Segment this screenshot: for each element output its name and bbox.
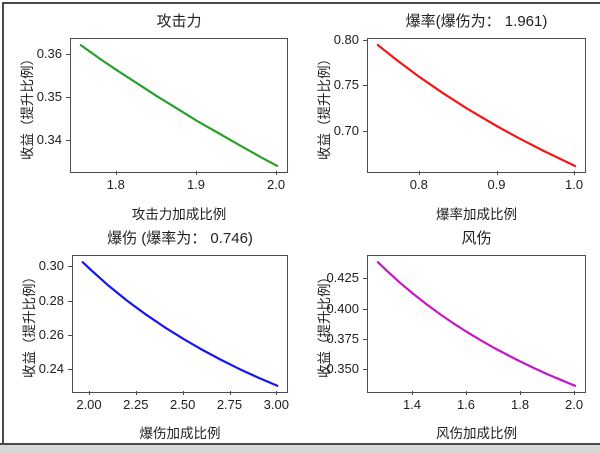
y-tick-mark <box>363 131 367 133</box>
x-tick-mark <box>89 391 90 395</box>
y-tick-label: 0.400 <box>326 300 359 316</box>
y-tick-label: 0.70 <box>333 123 359 139</box>
x-tick-label: 1.0 <box>565 177 584 192</box>
x-tick-mark <box>276 171 278 175</box>
y-tick-mark <box>66 53 70 55</box>
x-tick-label: 2.75 <box>216 397 243 412</box>
y-tick-mark <box>68 266 72 268</box>
x-tick-label: 2.25 <box>123 397 149 412</box>
x-axis-label: 爆伤加成比例 <box>139 426 221 441</box>
y-tick-label: 0.80 <box>333 31 359 47</box>
x-axis-label: 风伤加成比例 <box>436 426 517 441</box>
x-tick-mark <box>135 391 137 395</box>
y-tick-label: 0.24 <box>38 361 64 377</box>
plot-title: 爆伤 (爆率为： 0.746) <box>107 230 253 247</box>
window-chrome-strip <box>0 445 600 453</box>
x-tick-label: 2.0 <box>565 397 584 412</box>
x-tick-label: 2.50 <box>170 397 196 412</box>
x-tick-mark <box>229 391 231 395</box>
y-tick-mark <box>363 369 367 371</box>
y-tick-label: 0.30 <box>38 258 64 274</box>
x-tick-label: 0.9 <box>487 177 506 192</box>
x-tick-mark <box>412 391 413 395</box>
x-tick-label: 0.8 <box>409 177 428 192</box>
x-tick-label: 2.0 <box>267 177 286 192</box>
x-tick-label: 1.8 <box>106 177 125 192</box>
subplot-attack-power: 攻击力 收益（提升比例） 攻击力加成比例 1.8 1.9 2.0 0.34 0.35 0.… <box>20 13 288 222</box>
y-tick-label: 0.35 <box>36 88 62 104</box>
plot-title: 爆率(爆伤为： 1.961) <box>405 13 548 30</box>
subplot-crit-rate: 爆率(爆伤为： 1.961) 收益（提升比例） 爆率加成比例 0.8 0.9 1.0… <box>317 13 586 222</box>
subplot-wind-damage: 风伤 收益（提升比例） 风伤加成比例 1.4 1.6 1.8 2.0 0.350 0.37… <box>317 230 586 441</box>
x-tick-mark <box>276 391 278 395</box>
x-tick-label: 1.8 <box>511 397 530 412</box>
y-tick-label: 0.36 <box>36 45 62 61</box>
x-tick-mark <box>574 391 576 395</box>
x-tick-mark <box>115 171 117 175</box>
window-border-top <box>2 2 600 4</box>
x-tick-mark <box>496 171 498 175</box>
y-tick-mark <box>68 369 72 371</box>
line-series <box>81 261 279 387</box>
x-tick-mark <box>182 391 184 395</box>
line-series <box>376 43 577 168</box>
x-tick-mark <box>520 391 522 395</box>
axes-frame <box>70 38 288 173</box>
y-tick-mark <box>66 140 70 142</box>
x-tick-mark <box>196 171 197 175</box>
window-border-bottom <box>0 443 600 445</box>
x-axis-label: 攻击力加成比例 <box>131 207 227 222</box>
y-tick-mark <box>68 300 72 302</box>
axes-frame <box>367 255 586 393</box>
x-tick-mark <box>466 391 467 395</box>
plot-title: 风伤 <box>461 230 492 247</box>
y-tick-mark <box>363 278 367 280</box>
y-tick-label: 0.425 <box>326 270 359 286</box>
y-tick-mark <box>68 335 72 336</box>
axes-frame <box>72 255 288 393</box>
x-tick-label: 1.6 <box>456 397 476 412</box>
y-tick-mark <box>66 96 70 98</box>
x-tick-label: 1.9 <box>186 177 206 192</box>
y-axis-label: 收益（提升比例） <box>317 51 332 160</box>
y-tick-label: 0.34 <box>36 132 62 148</box>
line-series <box>376 261 577 387</box>
y-tick-label: 0.28 <box>38 292 64 308</box>
y-tick-label: 0.350 <box>326 361 359 377</box>
x-tick-label: 1.4 <box>402 397 422 412</box>
y-tick-label: 0.26 <box>38 327 64 342</box>
y-tick-mark <box>363 338 367 340</box>
y-tick-label: 0.375 <box>326 330 359 346</box>
x-tick-mark <box>574 171 576 175</box>
subplot-crit-damage: 爆伤 (爆率为： 0.746) 收益（提升比例） 爆伤加成比例 2.00 2.25… <box>22 230 289 441</box>
y-tick-mark <box>363 308 367 310</box>
plot-title: 攻击力 <box>156 13 202 30</box>
axes-frame <box>367 38 586 173</box>
x-axis-label: 爆率加成比例 <box>436 207 517 222</box>
line-series <box>79 43 279 168</box>
y-tick-mark <box>363 39 367 41</box>
x-tick-label: 3.00 <box>263 397 289 412</box>
x-tick-label: 2.00 <box>76 397 102 412</box>
y-tick-mark <box>363 85 367 87</box>
window-border-left <box>2 2 4 445</box>
y-tick-label: 0.75 <box>333 77 359 93</box>
x-tick-mark <box>418 171 420 175</box>
